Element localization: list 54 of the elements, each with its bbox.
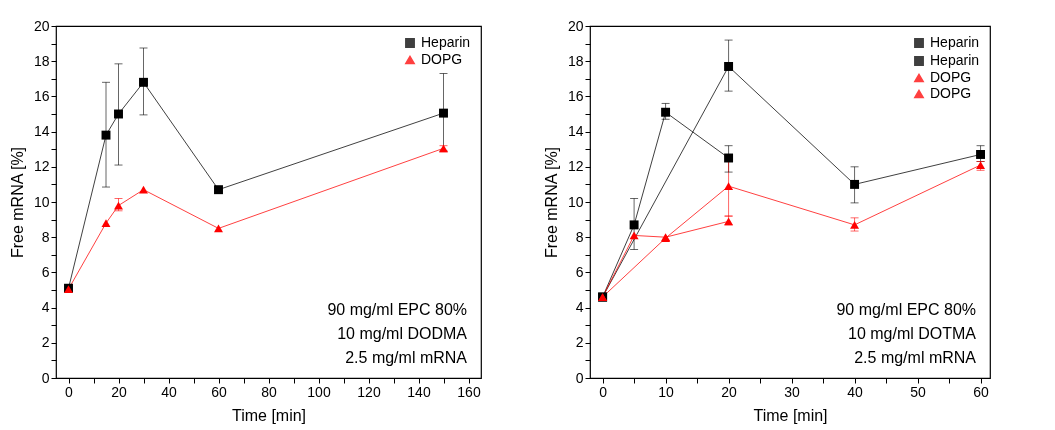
annotation: 90 mg/ml EPC 80% [327, 301, 467, 318]
x-tick-label: 60 [973, 383, 990, 400]
y-tick-label: 2 [575, 334, 584, 351]
x-tick-label: 160 [457, 383, 481, 400]
y-tick-label: 8 [41, 228, 50, 245]
x-tick-label: 40 [161, 383, 177, 400]
legend-label: Heparin [421, 34, 471, 50]
y-tick-label: 10 [33, 193, 50, 210]
y-axis-title: Free mRNA [%] [8, 146, 26, 259]
x-axis-title: Time [min] [231, 406, 307, 424]
y-tick-label: 4 [41, 299, 50, 316]
y-tick-label: 14 [33, 123, 50, 140]
x-tick-label: 40 [847, 383, 864, 400]
x-tick-label: 10 [658, 383, 675, 400]
y-tick-label: 0 [41, 369, 50, 386]
y-tick-label: 12 [33, 158, 50, 175]
annotation: 2.5 mg/ml mRNA [345, 349, 468, 366]
annotation: 10 mg/ml DODMA [337, 325, 468, 342]
annotation: 10 mg/ml DOTMA [847, 325, 977, 342]
legend-label: DOPG [930, 69, 972, 85]
y-tick-label: 10 [567, 193, 584, 210]
y-tick-label: 12 [567, 158, 584, 175]
legend-label: DOPG [421, 51, 463, 67]
y-tick-label: 20 [567, 17, 584, 34]
x-tick-label: 140 [407, 383, 431, 400]
legend-label: Heparin [930, 34, 980, 50]
x-tick-label: 100 [307, 383, 331, 400]
annotation: 2.5 mg/ml mRNA [854, 349, 977, 366]
legend-label: Heparin [930, 52, 980, 68]
x-tick-label: 30 [784, 383, 801, 400]
x-tick-label: 80 [261, 383, 277, 400]
x-tick-label: 20 [111, 383, 127, 400]
y-tick-label: 16 [567, 87, 584, 104]
x-tick-label: 0 [599, 383, 608, 400]
y-tick-label: 2 [41, 334, 50, 351]
y-tick-label: 0 [575, 369, 584, 386]
y-tick-label: 8 [575, 228, 584, 245]
y-tick-label: 4 [575, 299, 584, 316]
y-tick-label: 6 [575, 263, 584, 280]
x-axis-title: Time [min] [753, 406, 828, 424]
legend-label: DOPG [930, 85, 972, 101]
y-tick-label: 18 [567, 52, 584, 69]
x-tick-label: 0 [65, 383, 74, 400]
x-tick-label: 120 [357, 383, 381, 400]
annotation: 90 mg/ml EPC 80% [836, 301, 976, 318]
x-tick-label: 60 [211, 383, 227, 400]
y-tick-label: 16 [33, 87, 50, 104]
y-axis-title: Free mRNA [%] [542, 146, 560, 259]
x-tick-label: 50 [910, 383, 927, 400]
y-tick-label: 14 [567, 123, 584, 140]
y-tick-label: 18 [33, 52, 50, 69]
y-tick-label: 6 [41, 263, 50, 280]
x-tick-label: 20 [721, 383, 738, 400]
y-tick-label: 20 [33, 17, 50, 34]
